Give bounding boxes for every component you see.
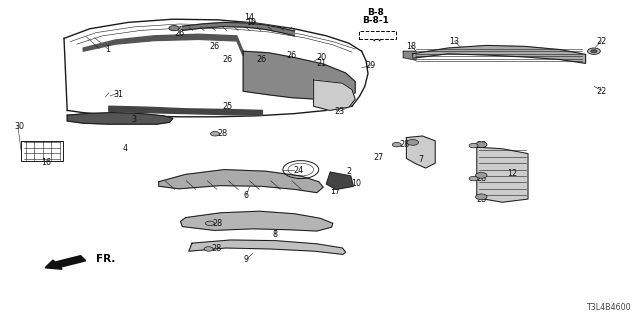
Circle shape [169, 26, 179, 31]
Polygon shape [413, 45, 586, 63]
Text: 1: 1 [105, 45, 110, 54]
Polygon shape [83, 34, 243, 56]
Polygon shape [180, 211, 333, 231]
Polygon shape [159, 170, 323, 193]
Polygon shape [326, 172, 353, 189]
Text: 28: 28 [211, 244, 221, 253]
Circle shape [211, 132, 220, 136]
Polygon shape [406, 136, 435, 168]
Circle shape [476, 142, 487, 148]
Text: 15: 15 [330, 183, 340, 192]
Circle shape [588, 48, 600, 54]
Circle shape [476, 172, 487, 178]
Polygon shape [182, 22, 294, 36]
Polygon shape [403, 51, 416, 60]
Text: B-8: B-8 [367, 8, 384, 17]
Text: 8: 8 [273, 230, 278, 239]
Text: 23: 23 [334, 108, 344, 116]
Circle shape [407, 140, 419, 145]
Text: 26: 26 [256, 55, 266, 64]
Circle shape [591, 50, 597, 53]
Text: 28: 28 [476, 174, 486, 183]
Text: 10: 10 [351, 180, 361, 188]
Text: 26: 26 [222, 55, 232, 64]
Text: 22: 22 [596, 37, 607, 46]
Text: 26: 26 [174, 29, 184, 38]
Text: 2: 2 [346, 167, 351, 176]
Text: 28: 28 [476, 195, 486, 204]
Text: 7: 7 [419, 155, 424, 164]
Circle shape [205, 221, 214, 226]
Circle shape [392, 142, 401, 147]
Text: 30: 30 [14, 122, 24, 131]
Text: 17: 17 [330, 188, 340, 196]
Text: T3L4B4600: T3L4B4600 [586, 303, 630, 312]
Text: 24: 24 [293, 166, 303, 175]
FancyBboxPatch shape [359, 31, 396, 39]
Polygon shape [109, 106, 262, 115]
Polygon shape [67, 113, 173, 124]
FancyArrow shape [45, 256, 86, 269]
Text: FR.: FR. [96, 254, 115, 264]
Text: 26: 26 [286, 51, 296, 60]
Circle shape [476, 194, 487, 200]
Text: 13: 13 [449, 37, 460, 46]
Text: 31: 31 [113, 90, 124, 99]
Text: 21: 21 [316, 60, 326, 68]
Text: 25: 25 [222, 102, 232, 111]
Text: 28: 28 [476, 141, 486, 150]
Polygon shape [189, 240, 346, 254]
Text: 11: 11 [338, 180, 348, 189]
Text: 22: 22 [596, 87, 607, 96]
Text: 28: 28 [218, 129, 228, 138]
Text: 16: 16 [41, 158, 51, 167]
Polygon shape [243, 51, 355, 99]
Text: 5: 5 [340, 176, 346, 185]
Text: 3: 3 [132, 116, 137, 124]
Text: 18: 18 [406, 42, 416, 51]
Text: 28: 28 [399, 140, 410, 149]
Text: B-8-1: B-8-1 [362, 16, 389, 25]
Text: 27: 27 [374, 153, 384, 162]
Circle shape [469, 176, 478, 181]
Text: 26: 26 [209, 42, 220, 51]
Text: 20: 20 [316, 53, 326, 62]
Text: 9: 9 [244, 255, 249, 264]
Polygon shape [314, 80, 355, 110]
Circle shape [204, 247, 213, 251]
Text: 19: 19 [246, 18, 257, 27]
Polygon shape [477, 147, 528, 202]
Text: 6: 6 [244, 191, 249, 200]
Text: 14: 14 [244, 13, 255, 22]
Circle shape [469, 143, 478, 148]
Text: 12: 12 [507, 169, 517, 178]
Text: 4: 4 [122, 144, 127, 153]
Text: 29: 29 [365, 61, 376, 70]
Text: 28: 28 [212, 219, 223, 228]
